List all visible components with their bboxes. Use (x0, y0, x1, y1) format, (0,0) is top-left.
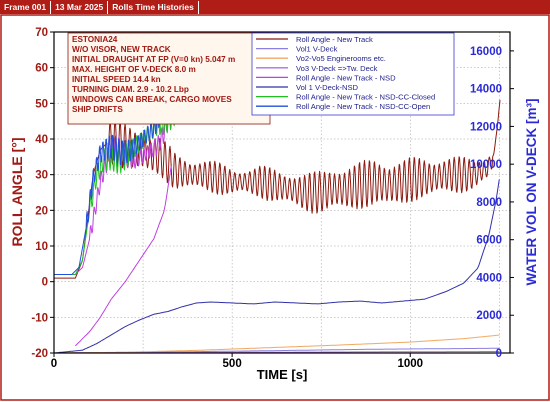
info-box-bg (67, 32, 271, 125)
legend-box (251, 32, 455, 116)
y-tick-label: 20 (35, 205, 48, 217)
legend-label: Roll Angle - New Track - NSD-CC-Open (296, 102, 430, 111)
y-tick-label: 40 (35, 134, 48, 146)
legend-label: Roll Angle - New Track (296, 35, 373, 44)
y2-tick-label: 10000 (470, 159, 502, 171)
legend-label: Vol1 V-Deck (296, 45, 338, 54)
y2-tick-label: 14000 (470, 84, 502, 96)
frame-label: Frame 001 (0, 0, 52, 14)
x-tick-label: 500 (223, 358, 242, 370)
x-tick-label: 1000 (397, 358, 423, 370)
legend-label: Vo2-Vo5 Enginerooms etc. (296, 54, 386, 63)
legend-label: Roll Angle - New Track - NSD-CC-Closed (296, 93, 435, 102)
y2-tick-label: 2000 (476, 310, 502, 322)
y-axis-ticks: -20 -10 0 10 20 30 40 50 60 70 (31, 27, 54, 360)
y2-tick-label: 16000 (470, 46, 502, 58)
info-line: MAX. HEIGHT OF V-DECK 8.0 m (72, 65, 196, 74)
info-line: ESTONIA24 (72, 35, 118, 44)
y-tick-label: 10 (35, 241, 48, 253)
y-tick-label: 0 (42, 277, 48, 289)
legend-label: Vo3 V-Deck =>Tw. Deck (296, 64, 378, 73)
y2-tick-label: 4000 (476, 272, 502, 284)
y-axis-label: ROLL ANGLE [°] (9, 137, 25, 246)
y2-axis-ticks: 0 2000 4000 6000 8000 10000 12000 14000 16000 (470, 46, 514, 360)
legend-label: Roll Angle - New Track - NSD (296, 73, 396, 82)
y-tick-label: 60 (35, 63, 48, 75)
series-roll-angle-new-track-nsd-cc-open (54, 89, 167, 275)
chart-title: Rolls Time Histories (108, 0, 199, 14)
info-line: WINDOWS CAN BREAK, CARGO MOVES (72, 95, 232, 104)
info-line: SHIP DRIFTS (72, 105, 123, 114)
legend-label: Vol 1 V-Deck-NSD (296, 83, 359, 92)
y-tick-label: 50 (35, 98, 48, 110)
x-axis-label: TIME [s] (257, 367, 308, 382)
y-tick-label: -10 (31, 312, 48, 324)
outer-border (0, 14, 550, 401)
info-line: INITIAL SPEED 14.4 kn (72, 75, 161, 84)
y2-tick-label: 12000 (470, 121, 502, 133)
info-line: W/O VISOR, NEW TRACK (72, 45, 171, 54)
series-water-volume-v-deck (53, 179, 500, 354)
plot-area (53, 31, 511, 354)
y2-axis-label: WATER VOL ON V-DECK [m³] (524, 98, 539, 285)
series-roll-angle-new-track (54, 99, 501, 279)
series-vo2-vo5-enginerooms-etc (54, 334, 500, 354)
title-bar: Frame 001 13 Mar 2025 Rolls Time Histori… (0, 0, 550, 14)
y-tick-label: 30 (35, 170, 48, 182)
info-box: ESTONIA24 W/O VISOR, NEW TRACK INITIAL D… (67, 32, 271, 125)
y-tick-label: -20 (31, 348, 48, 360)
date-label: 13 Mar 2025 (51, 0, 109, 14)
info-line: INITIAL DRAUGHT AT FP (V=0 kn) 5.047 m (72, 55, 235, 64)
x-axis-ticks: 0 500 1000 (51, 353, 423, 370)
y2-tick-label: 6000 (476, 235, 502, 247)
x-tick-label: 0 (51, 358, 57, 370)
y-tick-label: 70 (35, 27, 48, 39)
info-line: TURNING DIAM. 2.9 - 10.2 Lbp (72, 85, 189, 94)
y2-tick-label: 8000 (476, 197, 502, 209)
series-vol-1-v-deck-nsd (75, 163, 173, 347)
y2-tick-label: 0 (496, 348, 502, 360)
